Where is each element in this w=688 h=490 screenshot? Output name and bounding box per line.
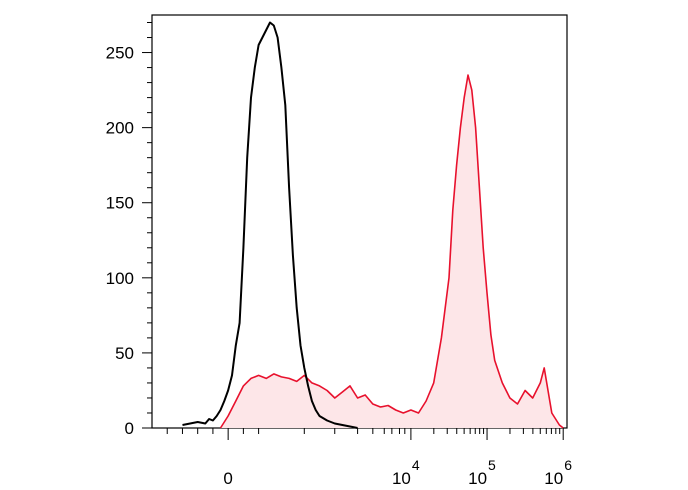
x-tick-label: 10 xyxy=(392,469,411,488)
y-tick-label: 250 xyxy=(106,44,134,63)
x-tick-exponent: 6 xyxy=(564,457,572,473)
x-tick-exponent: 4 xyxy=(412,457,420,473)
y-tick-label: 0 xyxy=(125,419,134,438)
y-axis: 0 50 100 150 200 250 xyxy=(106,22,152,438)
y-tick-label: 150 xyxy=(106,194,134,213)
x-tick-label: 0 xyxy=(223,469,232,488)
series-layer xyxy=(182,21,564,429)
y-tick-label: 100 xyxy=(106,269,134,288)
x-tick-label: 10 xyxy=(544,469,563,488)
plot-border xyxy=(151,14,568,429)
x-tick-exponent: 5 xyxy=(488,457,496,473)
x-tick-label: 10 xyxy=(468,469,487,488)
y-tick-label: 200 xyxy=(106,119,134,138)
y-tick-label: 50 xyxy=(115,344,134,363)
plot-frame xyxy=(151,14,568,429)
series-0-line xyxy=(182,21,358,429)
series-1-line xyxy=(219,74,564,429)
